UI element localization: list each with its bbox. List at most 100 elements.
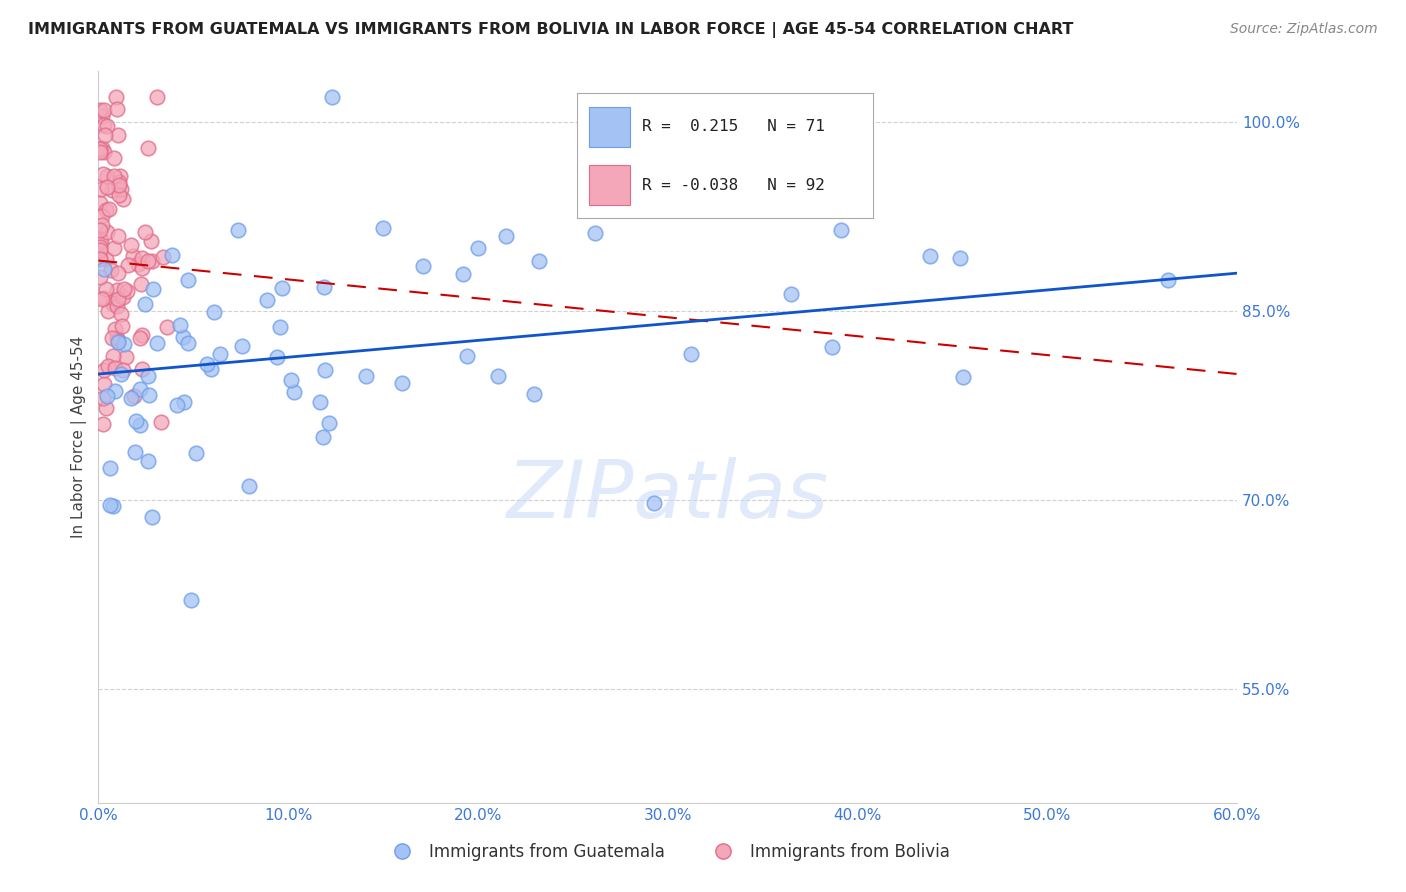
Point	[104, 384, 127, 399]
Point	[89, 235, 111, 249]
Point	[283, 384, 305, 399]
Point	[162, 248, 184, 262]
Point	[226, 222, 249, 236]
Point	[716, 187, 738, 202]
Point	[115, 284, 138, 298]
Point	[124, 389, 146, 403]
Text: ZIPatlas: ZIPatlas	[506, 457, 830, 534]
Point	[523, 386, 546, 401]
Point	[266, 350, 288, 364]
Point	[172, 329, 194, 343]
Point	[779, 286, 801, 301]
Point	[93, 145, 115, 159]
Point	[125, 414, 148, 428]
Point	[136, 140, 159, 154]
Point	[177, 273, 200, 287]
Point	[314, 362, 336, 376]
Point	[112, 192, 135, 206]
Point	[114, 282, 136, 296]
Point	[97, 304, 120, 318]
Point	[93, 262, 115, 277]
Point	[91, 167, 114, 181]
Point	[107, 334, 129, 348]
Point	[121, 249, 143, 263]
Point	[110, 181, 132, 195]
Point	[91, 417, 114, 432]
Point	[90, 209, 112, 223]
Point	[131, 252, 153, 266]
Point	[131, 261, 153, 276]
Point	[180, 593, 202, 607]
Point	[128, 331, 150, 345]
Point	[107, 229, 129, 244]
Point	[177, 336, 200, 351]
Point	[208, 347, 231, 361]
Point	[112, 337, 135, 351]
Point	[107, 331, 129, 345]
Point	[110, 307, 132, 321]
Point	[96, 401, 118, 415]
Point	[453, 267, 475, 281]
Point	[89, 145, 111, 160]
Point	[103, 151, 125, 165]
Point	[114, 351, 136, 365]
Point	[93, 128, 115, 142]
Point	[90, 218, 112, 232]
Point	[679, 347, 702, 361]
Point	[202, 305, 225, 319]
Point	[107, 178, 129, 192]
Point	[103, 241, 125, 255]
Point	[89, 142, 111, 156]
Point	[146, 89, 169, 103]
Point	[89, 243, 111, 257]
Point	[107, 266, 129, 280]
Point	[150, 415, 173, 429]
Point	[101, 297, 124, 311]
Point	[391, 376, 413, 391]
Point	[356, 369, 378, 384]
Point	[312, 280, 335, 294]
Point	[93, 118, 115, 132]
Point	[104, 321, 127, 335]
Point	[486, 368, 509, 383]
Text: IMMIGRANTS FROM GUATEMALA VS IMMIGRANTS FROM BOLIVIA IN LABOR FORCE | AGE 45-54 : IMMIGRANTS FROM GUATEMALA VS IMMIGRANTS …	[28, 22, 1074, 38]
Point	[98, 498, 121, 512]
Point	[93, 363, 115, 377]
Text: Source: ZipAtlas.com: Source: ZipAtlas.com	[1230, 22, 1378, 37]
Point	[89, 270, 111, 285]
Point	[111, 319, 134, 334]
Point	[456, 349, 478, 363]
Point	[94, 282, 117, 296]
Point	[101, 350, 124, 364]
Point	[96, 119, 118, 133]
Legend: Immigrants from Guatemala, Immigrants from Bolivia: Immigrants from Guatemala, Immigrants fr…	[380, 837, 956, 868]
Point	[166, 398, 188, 412]
Point	[108, 169, 131, 183]
Point	[200, 362, 222, 376]
Point	[467, 241, 489, 255]
Point	[96, 169, 118, 183]
Point	[89, 240, 111, 254]
Point	[96, 389, 118, 403]
Point	[89, 250, 111, 264]
Point	[111, 362, 134, 376]
Point	[100, 263, 122, 277]
Point	[90, 182, 112, 196]
Point	[96, 225, 118, 239]
Point	[110, 367, 132, 381]
Point	[93, 103, 115, 117]
Point	[120, 392, 142, 406]
Point	[108, 187, 131, 202]
Point	[104, 361, 127, 376]
Point	[952, 369, 974, 384]
Point	[117, 258, 139, 272]
Point	[134, 225, 156, 239]
Point	[1157, 273, 1180, 287]
Point	[103, 169, 125, 183]
Point	[318, 416, 340, 430]
Point	[91, 292, 114, 306]
Point	[107, 292, 129, 306]
Point	[169, 318, 191, 332]
Point	[129, 418, 152, 433]
Point	[89, 103, 111, 117]
